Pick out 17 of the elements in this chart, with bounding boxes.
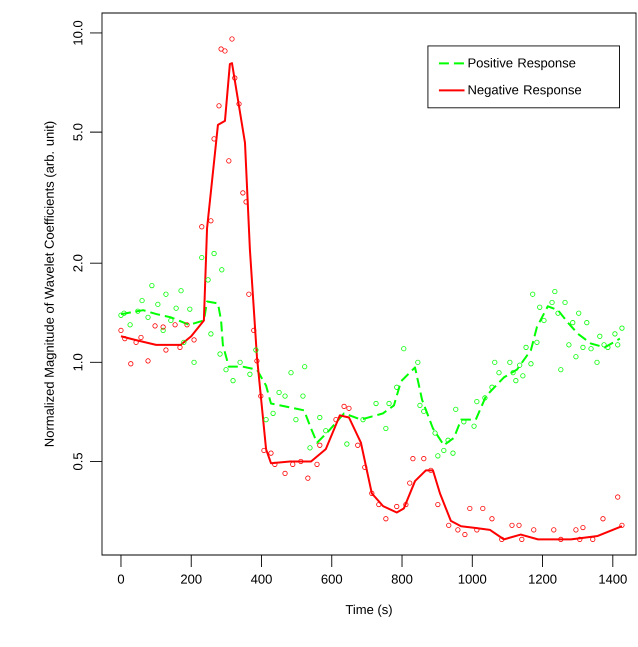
x-tick-label: 800: [392, 574, 412, 584]
x-tick-label: 600: [322, 574, 342, 584]
y-tick-label: 5.0: [73, 124, 82, 141]
y-tick-label: 10.0: [73, 20, 82, 45]
x-tick-label: 200: [181, 574, 202, 584]
x-tick-label: 1200: [529, 574, 557, 584]
x-tick-label: 400: [250, 574, 272, 584]
y-tick-label: 1.0: [73, 354, 82, 370]
y-tick-label: 2.0: [73, 254, 82, 272]
y-axis-title: Normalized Magnitude of Wavelet Coefficients (arb. unit): [44, 122, 56, 446]
x-axis-title: Time (s): [346, 604, 392, 617]
x-tick-label: 0: [118, 574, 124, 584]
legend-label: Positive Response: [468, 58, 576, 70]
x-tick-label: 1400: [599, 574, 627, 584]
y-tick-label: 0.5: [73, 452, 82, 470]
x-tick-label: 1000: [458, 574, 486, 584]
legend-label: Negative Response: [468, 84, 582, 97]
